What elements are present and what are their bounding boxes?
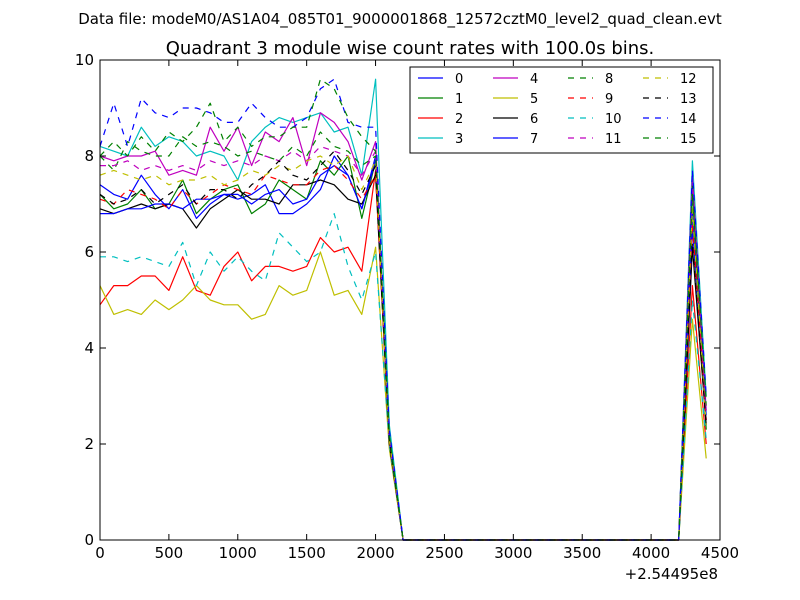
y-tick-label: 8 [84,147,94,165]
y-tick-label: 0 [84,531,94,549]
legend-box [409,66,714,154]
x-tick-label: 2500 [425,544,463,562]
x-tick-label: 2000 [356,544,394,562]
x-tick-label: 500 [155,544,184,562]
legend-label: 3 [455,132,463,147]
plot-frame [99,59,721,541]
x-tick-label: 0 [95,544,105,562]
y-tick-label: 10 [75,51,94,69]
legend-label: 6 [530,112,538,127]
legend-label: 13 [680,92,697,107]
series-line-10 [100,213,707,541]
legend-label: 5 [530,92,538,107]
x-offset-label: +2.54495e8 [625,565,718,583]
legend-label: 14 [680,112,697,127]
chart-title: Quadrant 3 module wise count rates with … [166,38,655,59]
y-tick-label: 2 [84,435,94,453]
x-tick-label: 3500 [563,544,601,562]
legend-label: 2 [455,112,463,127]
x-axis: 0 500 1000 1500 2000 2500 3000 3500 4000 4500 [95,60,739,562]
legend-label: 1 [455,92,463,107]
legend-label: 0 [455,72,463,87]
legend-label: 9 [605,92,613,107]
x-tick-label: 4000 [632,544,670,562]
y-tick-label: 4 [84,339,94,357]
figure-suptitle: Data file: modeM0/AS1A04_085T01_90000018… [78,10,722,29]
x-tick-label: 1000 [219,544,257,562]
x-tick-label: 4500 [701,544,739,562]
legend-label: 11 [605,132,622,147]
legend-label: 10 [605,112,622,127]
legend-label: 7 [530,132,538,147]
x-tick-label: 1500 [288,544,326,562]
legend-label: 15 [680,132,697,147]
y-tick-label: 6 [84,243,94,261]
legend-label: 4 [530,72,538,87]
x-tick-label: 3000 [494,544,532,562]
legend-label: 12 [680,72,697,87]
series-line-11 [100,145,707,541]
legend-label: 8 [605,72,613,87]
